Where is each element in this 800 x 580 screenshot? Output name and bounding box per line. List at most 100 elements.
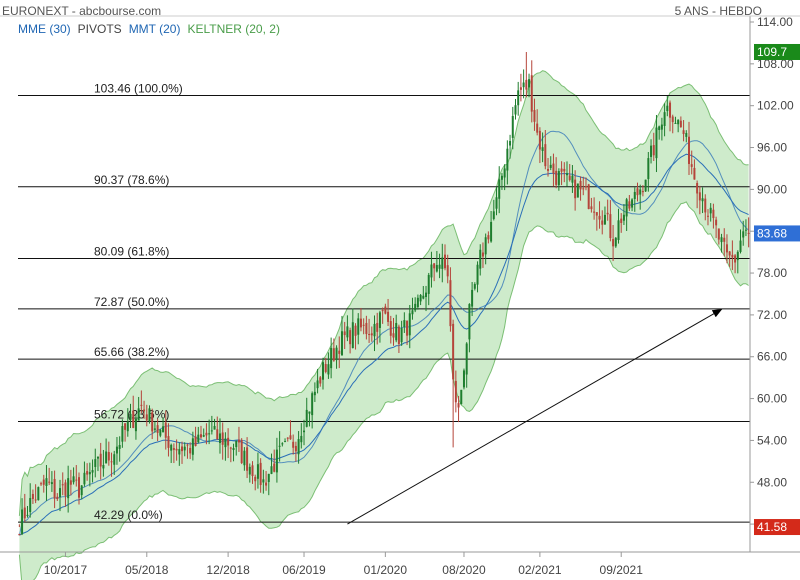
candle xyxy=(381,307,384,324)
candle xyxy=(652,132,655,161)
candle-body xyxy=(319,377,322,384)
candle xyxy=(265,471,268,491)
candle-body xyxy=(511,116,514,138)
candle xyxy=(601,210,604,235)
candle-body xyxy=(715,219,718,226)
candle-body xyxy=(452,323,455,380)
candle-body xyxy=(490,221,493,242)
candle xyxy=(78,472,80,505)
candle-body xyxy=(240,439,243,464)
candle xyxy=(614,237,617,248)
candle-body xyxy=(706,215,709,217)
candle-body xyxy=(427,274,430,294)
last-price-badge-text: 83.68 xyxy=(757,226,787,240)
candle xyxy=(560,161,563,186)
candle xyxy=(514,98,517,120)
candle-body xyxy=(584,186,587,188)
candle xyxy=(603,206,606,225)
candle xyxy=(132,395,135,429)
candle-body xyxy=(438,264,441,269)
candle xyxy=(671,114,674,134)
candle-body xyxy=(606,212,609,215)
candle xyxy=(633,187,636,212)
candle-body xyxy=(167,436,170,448)
candle xyxy=(113,450,116,475)
candle xyxy=(91,459,94,483)
candle-body xyxy=(506,148,509,171)
candle xyxy=(639,184,642,210)
legend-item-3[interactable]: KELTNER (20, 2) xyxy=(187,22,280,36)
legend-item-0[interactable]: MME (30) xyxy=(18,22,71,36)
candle-body xyxy=(248,466,251,475)
candle-body xyxy=(701,198,704,202)
candle-body xyxy=(639,189,642,195)
candle xyxy=(590,197,593,213)
candle xyxy=(484,233,487,265)
candle xyxy=(571,165,574,193)
candle xyxy=(50,471,53,492)
candle-body xyxy=(465,343,468,375)
candle xyxy=(441,243,444,283)
candle-body xyxy=(473,284,476,289)
candle-body xyxy=(555,170,558,185)
candle-body xyxy=(625,199,628,217)
candle-body xyxy=(579,180,582,190)
candle-body xyxy=(557,171,560,186)
candle-body xyxy=(297,439,300,455)
candle-body xyxy=(744,229,747,231)
y-tick-label-2: 102.00 xyxy=(757,99,794,113)
legend-item-1[interactable]: PIVOTS xyxy=(77,22,122,36)
candle-body xyxy=(102,465,105,469)
x-tick-label-6: 02/2021 xyxy=(518,563,562,577)
candle-body xyxy=(522,82,525,88)
candle xyxy=(126,408,129,437)
candle-body xyxy=(72,476,75,483)
candle-body xyxy=(224,438,227,448)
candle xyxy=(747,217,750,248)
candle-body xyxy=(286,437,289,439)
x-tick-label-2: 12/2018 xyxy=(206,563,250,577)
candle xyxy=(286,437,289,442)
candle xyxy=(197,426,200,444)
candle xyxy=(725,234,728,264)
candle-body xyxy=(509,141,512,146)
candle xyxy=(655,114,658,173)
candle xyxy=(647,152,650,192)
x-tick-label-1: 05/2018 xyxy=(125,563,169,577)
candle xyxy=(433,263,436,282)
candle xyxy=(86,463,89,481)
x-tick-label-0: 10/2017 xyxy=(44,563,88,577)
legend-item-2[interactable]: MMT (20) xyxy=(128,22,181,36)
keltner-upper-line xyxy=(18,70,749,516)
candle xyxy=(631,198,634,212)
candle-body xyxy=(655,127,658,159)
candle-body xyxy=(308,411,311,414)
candle-body xyxy=(633,191,636,200)
candle-body xyxy=(137,408,140,421)
candle xyxy=(194,426,197,447)
candle xyxy=(170,443,173,463)
candle-body xyxy=(416,297,419,308)
candle-body xyxy=(105,451,108,464)
candle-body xyxy=(395,322,398,341)
fib-label-1: 90.37 (78.6%) xyxy=(94,173,169,187)
candle xyxy=(444,244,446,271)
candle xyxy=(107,441,110,466)
candle xyxy=(568,164,571,182)
candle xyxy=(270,453,273,475)
candle xyxy=(438,253,441,279)
candle-body xyxy=(397,326,400,345)
candle-body xyxy=(94,459,97,467)
candle-body xyxy=(338,350,341,354)
candle xyxy=(495,186,498,216)
candle-body xyxy=(530,75,533,112)
candle xyxy=(134,414,137,440)
candle-body xyxy=(29,498,32,512)
candle xyxy=(26,505,29,518)
candle xyxy=(473,282,476,291)
candle-body xyxy=(457,403,460,408)
candle xyxy=(308,411,311,427)
candle-body xyxy=(210,430,213,432)
candle-body xyxy=(720,237,723,243)
